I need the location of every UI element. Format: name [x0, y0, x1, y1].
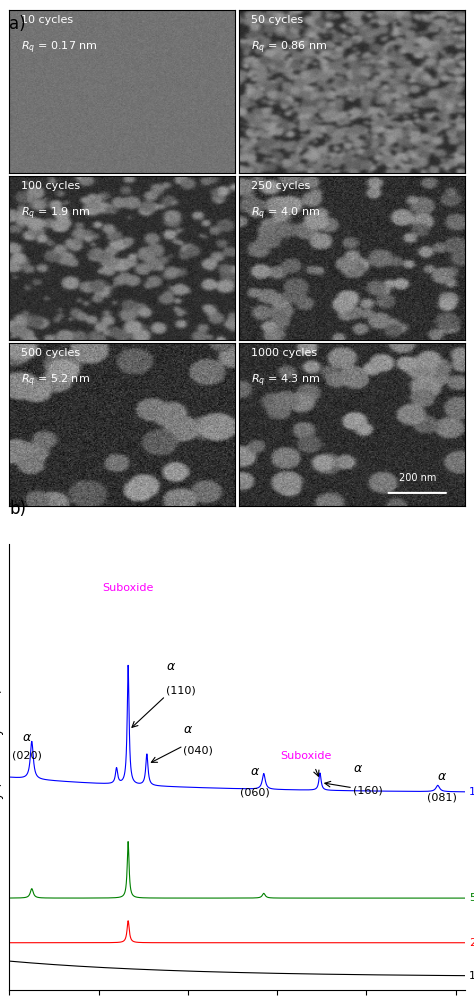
Text: $\alpha$: $\alpha$ — [165, 660, 176, 673]
Text: $R_q$ = 0.17 nm: $R_q$ = 0.17 nm — [21, 39, 98, 56]
Text: $R_q$ = 4.0 nm: $R_q$ = 4.0 nm — [251, 206, 320, 222]
Text: $\alpha$: $\alpha$ — [183, 723, 193, 736]
Text: $\alpha$: $\alpha$ — [22, 731, 32, 744]
Text: Suboxide: Suboxide — [102, 583, 154, 593]
Text: b): b) — [9, 500, 27, 518]
Text: (040): (040) — [183, 746, 213, 756]
Text: (020): (020) — [12, 751, 42, 761]
Text: $R_q$ = 4.3 nm: $R_q$ = 4.3 nm — [251, 372, 320, 389]
Text: (160): (160) — [353, 785, 383, 795]
Text: 1000 cycles: 1000 cycles — [251, 348, 317, 358]
Text: $\alpha$: $\alpha$ — [353, 762, 363, 775]
Text: $R_q$ = 0.86 nm: $R_q$ = 0.86 nm — [251, 39, 327, 56]
Text: 1000: 1000 — [469, 787, 474, 797]
Text: (060): (060) — [240, 788, 270, 798]
Text: $\alpha$: $\alpha$ — [437, 770, 447, 783]
Text: 10 cycles: 10 cycles — [21, 15, 73, 25]
Text: $R_q$ = 1.9 nm: $R_q$ = 1.9 nm — [21, 206, 91, 222]
Y-axis label: Intensity (Arbitrary units): Intensity (Arbitrary units) — [0, 688, 4, 846]
Text: 250: 250 — [469, 938, 474, 948]
Text: 500: 500 — [469, 893, 474, 903]
Text: $\alpha$: $\alpha$ — [250, 765, 260, 778]
Text: (110): (110) — [165, 685, 195, 695]
Text: a): a) — [9, 15, 26, 33]
Text: 500 cycles: 500 cycles — [21, 348, 80, 358]
Text: (081): (081) — [427, 793, 457, 803]
Text: 100: 100 — [469, 971, 474, 981]
Text: 100 cycles: 100 cycles — [21, 181, 80, 191]
Text: 200 nm: 200 nm — [399, 473, 436, 483]
Text: $R_q$ = 5.2 nm: $R_q$ = 5.2 nm — [21, 372, 90, 389]
Text: 50 cycles: 50 cycles — [251, 15, 302, 25]
Text: Suboxide: Suboxide — [280, 751, 331, 761]
Text: 250 cycles: 250 cycles — [251, 181, 310, 191]
